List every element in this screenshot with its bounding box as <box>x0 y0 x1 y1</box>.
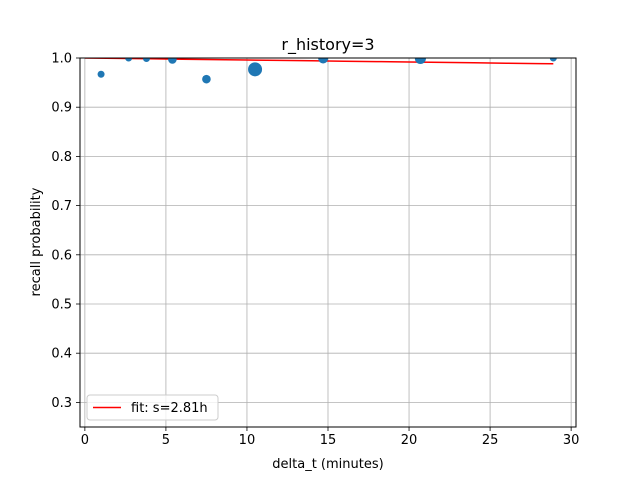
x-tick-label: 10 <box>239 433 256 448</box>
y-tick-label: 0.9 <box>51 101 72 116</box>
scatter-points <box>97 58 557 84</box>
chart-title: r_history=3 <box>281 35 374 55</box>
y-tick-label: 0.6 <box>51 248 72 263</box>
data-point <box>318 58 329 64</box>
plot-area <box>84 58 557 84</box>
y-axis-label: recall probability <box>29 187 44 296</box>
x-tick-label: 0 <box>81 433 89 448</box>
y-tick-label: 0.7 <box>51 199 72 214</box>
x-tick-label: 30 <box>563 433 580 448</box>
y-tick-label: 0.4 <box>51 347 72 362</box>
data-point <box>414 58 426 65</box>
data-point <box>97 70 105 78</box>
x-tick-label: 5 <box>162 433 170 448</box>
y-tick-label: 0.8 <box>51 150 72 165</box>
y-tick-label: 0.3 <box>51 396 72 411</box>
data-point <box>168 58 177 64</box>
x-axis-ticks: 0 5 10 15 20 25 30 <box>81 427 580 448</box>
fit-line <box>84 58 554 65</box>
y-tick-label: 1.0 <box>51 52 72 67</box>
data-point <box>549 58 557 62</box>
y-tick-label: 0.5 <box>51 298 72 313</box>
x-tick-label: 20 <box>401 433 418 448</box>
data-point <box>142 58 150 62</box>
legend: fit: s=2.81h <box>86 394 219 421</box>
x-tick-label: 25 <box>482 433 499 448</box>
fit-line-layer <box>84 58 554 65</box>
y-axis-ticks: 0.3 0.4 0.5 0.6 0.7 0.8 0.9 1.0 <box>51 52 80 411</box>
data-point <box>202 74 211 84</box>
x-axis-label: delta_t (minutes) <box>272 457 383 472</box>
data-point <box>125 58 133 62</box>
legend-box <box>86 394 219 421</box>
x-tick-label: 15 <box>320 433 337 448</box>
legend-label: fit: s=2.81h <box>131 401 208 416</box>
data-point <box>248 62 263 77</box>
